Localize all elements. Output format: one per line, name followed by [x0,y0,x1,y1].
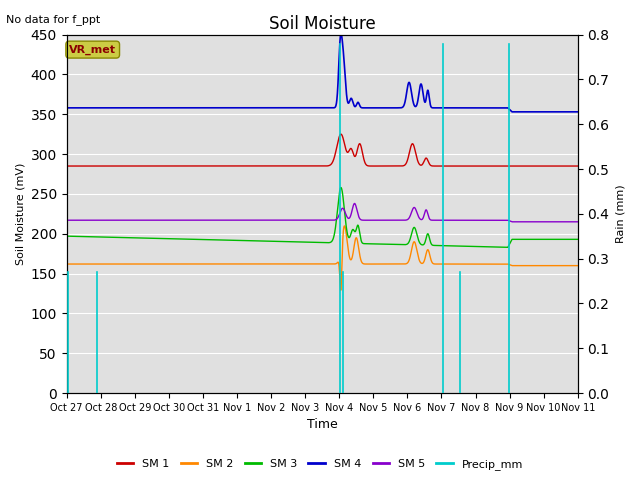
Y-axis label: Rain (mm): Rain (mm) [615,184,625,243]
Y-axis label: Soil Moisture (mV): Soil Moisture (mV) [15,163,25,265]
Legend: SM 1, SM 2, SM 3, SM 4, SM 5, Precip_mm: SM 1, SM 2, SM 3, SM 4, SM 5, Precip_mm [112,455,528,474]
X-axis label: Time: Time [307,419,337,432]
Text: No data for f_ppt: No data for f_ppt [6,14,100,25]
Text: VR_met: VR_met [69,45,116,55]
Title: Soil Moisture: Soil Moisture [269,15,376,33]
